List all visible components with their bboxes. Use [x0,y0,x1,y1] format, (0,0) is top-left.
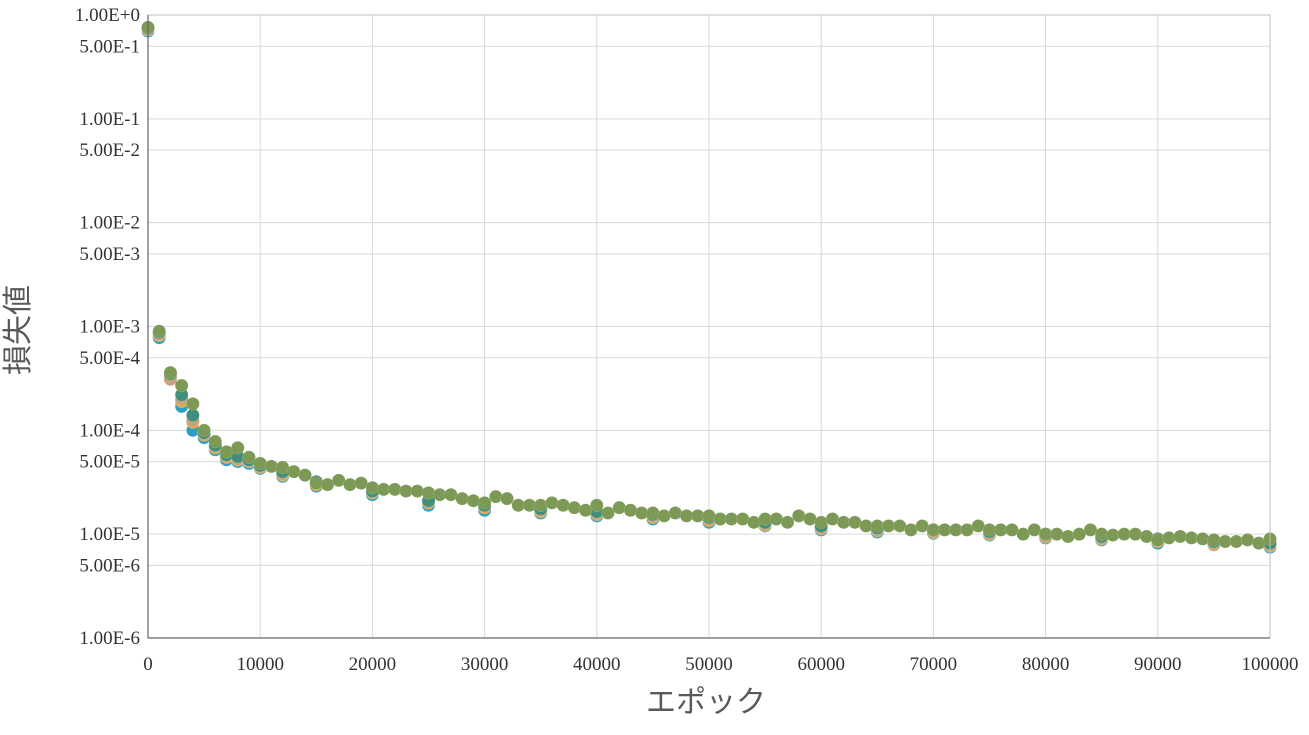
y-tick-label: 5.00E-2 [79,140,140,161]
data-point [668,506,683,520]
y-tick-label: 1.00E+0 [75,5,140,26]
data-point [208,434,223,449]
data-point [500,491,514,506]
data-point [814,515,828,530]
y-tick-label: 5.00E-1 [79,36,140,57]
data-point [825,512,840,526]
data-point [780,515,795,530]
data-point [477,496,492,510]
data-point [1061,529,1075,544]
data-point [1128,527,1143,541]
x-tick-label: 90000 [1134,654,1182,675]
data-point [646,506,660,520]
x-tick-label: 60000 [797,654,845,675]
y-tick-label: 1.00E-1 [79,109,140,130]
data-point [163,365,178,380]
data-point [1173,529,1187,544]
x-tick-label: 100000 [1242,654,1299,675]
x-tick-label: 80000 [1022,654,1070,675]
data-point [365,480,380,495]
data-point [1139,529,1154,544]
data-point [197,423,211,438]
data-point [298,468,312,482]
x-tick-label: 40000 [573,654,621,675]
x-tick-label: 0 [143,654,153,675]
data-point [601,506,615,520]
data-point [657,509,671,523]
data-point [231,440,245,455]
y-tick-label: 5.00E-5 [79,452,140,473]
data-point [388,482,402,497]
data-point [1207,533,1221,547]
x-tick-label: 10000 [236,654,284,675]
y-tick-label: 1.00E-2 [79,213,140,234]
data-point [769,512,784,526]
x-tick-label: 70000 [910,654,958,675]
data-point [455,491,469,506]
data-point [242,450,256,465]
data-point [1162,531,1176,545]
y-tick-label: 1.00E-6 [79,628,140,649]
x-axis-label: エポック [646,685,766,720]
y-tick-label: 5.00E-6 [79,555,140,576]
y-tick-label: 1.00E-3 [79,317,140,338]
data-point [792,509,806,523]
y-tick-labels: 1.00E+0 5.00E-1 1.00E-1 5.00E-2 1.00E-2 5.00E… [75,5,141,649]
data-point [1151,533,1165,547]
data-point [1229,534,1244,549]
data-point [410,484,425,498]
data-point [545,496,559,510]
data-point [174,378,189,393]
data-point [253,456,267,471]
data-point [186,397,200,411]
data-point [466,493,481,508]
data-point [590,498,604,512]
data-point [1240,533,1255,547]
data-point [1050,527,1064,541]
data-point [343,477,357,492]
x-tick-label: 50000 [685,654,733,675]
y-tick-label: 1.00E-4 [79,420,140,441]
data-point [567,500,582,515]
x-tick-label: 20000 [349,654,397,675]
data-point [421,486,436,500]
data-point [152,324,166,339]
data-point [747,515,761,530]
data-point [186,408,200,422]
x-tick-label: 30000 [461,654,509,675]
data-point [556,498,570,512]
data-point [578,503,593,517]
data-point [533,498,548,512]
data-points [141,20,1277,554]
data-point [309,476,324,490]
y-axis-label: 損失値 [1,285,36,375]
data-point [612,500,626,515]
data-point [702,509,716,523]
y-tick-label: 5.00E-3 [79,244,140,265]
data-point [623,503,638,517]
y-tick-label: 1.00E-5 [79,524,140,545]
x-tick-labels: 0 10000 20000 30000 40000 50000 60000 70000 8000… [143,654,1298,675]
data-point [735,512,750,526]
data-point [489,489,503,504]
data-point [803,512,817,526]
y-tick-label: 5.00E-4 [79,348,140,369]
data-point [354,476,368,490]
